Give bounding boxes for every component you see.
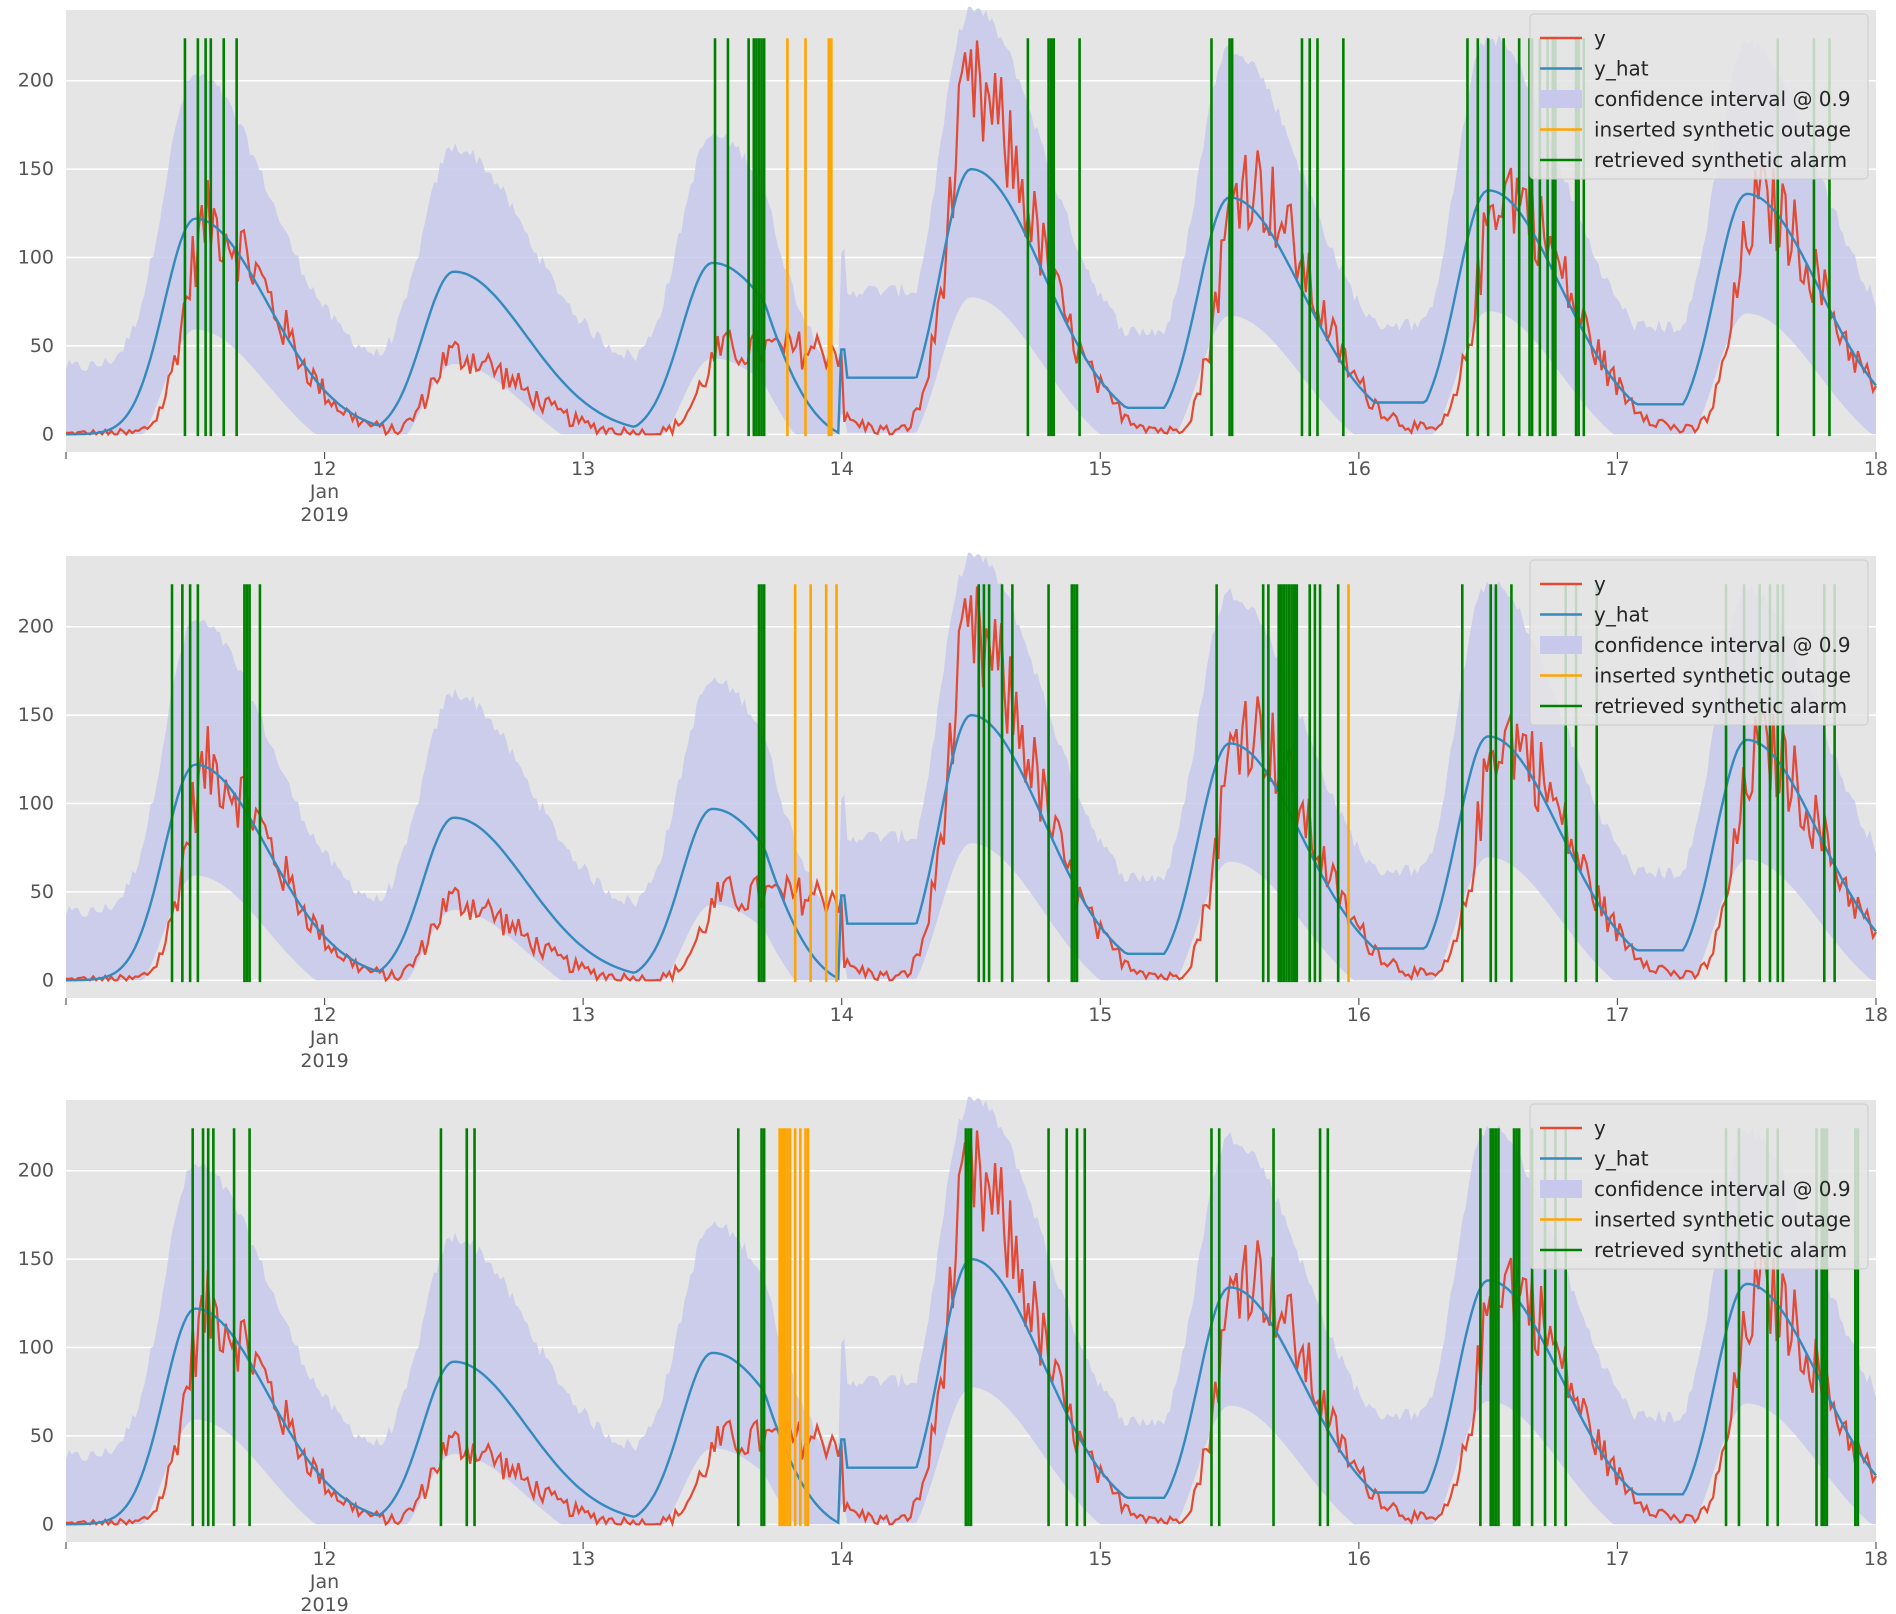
legend-swatch [1540,1180,1582,1198]
legend-label: inserted synthetic outage [1594,1208,1851,1232]
series-y-line [65,586,1877,984]
y-tick-label: 150 [18,1248,54,1270]
y-tick-label: 100 [18,1337,54,1359]
confidence-band [66,6,1876,435]
x-tick-label: 13 [571,1548,595,1570]
legend-label: y [1594,572,1606,596]
y-tick-label: 0 [42,969,54,991]
y-tick-label: 0 [42,1513,54,1535]
y-tick-label: 150 [18,158,54,180]
legend-label: confidence interval @ 0.9 [1594,633,1851,657]
x-tick-label: 17 [1605,1004,1629,1026]
legend-box [1529,1103,1869,1270]
x-tick-label: 12 [312,1004,336,1026]
x-tick-label: 18 [1864,1004,1888,1026]
legend-label: retrieved synthetic alarm [1594,694,1847,718]
legend-swatch [1540,636,1582,654]
x-tick-label: 12 [312,1548,336,1570]
legend-label: inserted synthetic outage [1594,664,1851,688]
x-tick-label: 13 [571,1004,595,1026]
legend-label: retrieved synthetic alarm [1594,1238,1847,1262]
legend-box [1529,559,1869,726]
x-tick-label: 17 [1605,458,1629,480]
x-tick-label: 14 [830,1548,854,1570]
legend-label: confidence interval @ 0.9 [1594,1177,1851,1201]
x-tick-label: 16 [1347,1548,1371,1570]
y-tick-label: 100 [18,247,54,269]
legend-label: inserted synthetic outage [1594,118,1851,142]
x-tick-label: 12 [312,458,336,480]
y-tick-label: 50 [30,881,54,903]
x-tick-label: 16 [1347,458,1371,480]
x-date-label: 2019 [300,504,348,526]
y-tick-label: 0 [42,423,54,445]
y-tick-label: 200 [18,1160,54,1182]
series-yhat-line [66,167,1877,436]
series-y-line [65,40,1877,438]
x-tick-label: 18 [1864,1548,1888,1570]
legend-label: retrieved synthetic alarm [1594,148,1847,172]
x-date-label: Jan [309,1571,339,1593]
legend-label: y_hat [1594,603,1649,627]
x-tick-label: 16 [1347,1004,1371,1026]
y-tick-label: 50 [30,1425,54,1447]
x-tick-label: 18 [1864,458,1888,480]
x-date-label: Jan [309,1027,339,1049]
y-tick-label: 200 [18,70,54,92]
x-tick-label: 15 [1088,1548,1112,1570]
y-tick-label: 150 [18,704,54,726]
x-tick-label: 14 [830,458,854,480]
legend-label: y [1594,26,1606,50]
x-tick-label: 13 [571,458,595,480]
y-tick-label: 200 [18,616,54,638]
y-tick-label: 100 [18,793,54,815]
y-tick-label: 50 [30,335,54,357]
x-tick-label: 15 [1088,1004,1112,1026]
legend-label: y_hat [1594,57,1649,81]
x-date-label: Jan [309,481,339,503]
legend-label: y_hat [1594,1147,1649,1171]
confidence-band [66,552,1876,981]
legend-swatch [1540,90,1582,108]
series-yhat-line [66,713,1877,982]
legend-label: y [1594,1116,1606,1140]
x-tick-label: 14 [830,1004,854,1026]
x-date-label: 2019 [300,1594,348,1614]
x-date-label: 2019 [300,1050,348,1072]
x-tick-label: 17 [1605,1548,1629,1570]
legend-label: confidence interval @ 0.9 [1594,87,1851,111]
x-tick-label: 15 [1088,458,1112,480]
legend-box [1529,13,1869,180]
